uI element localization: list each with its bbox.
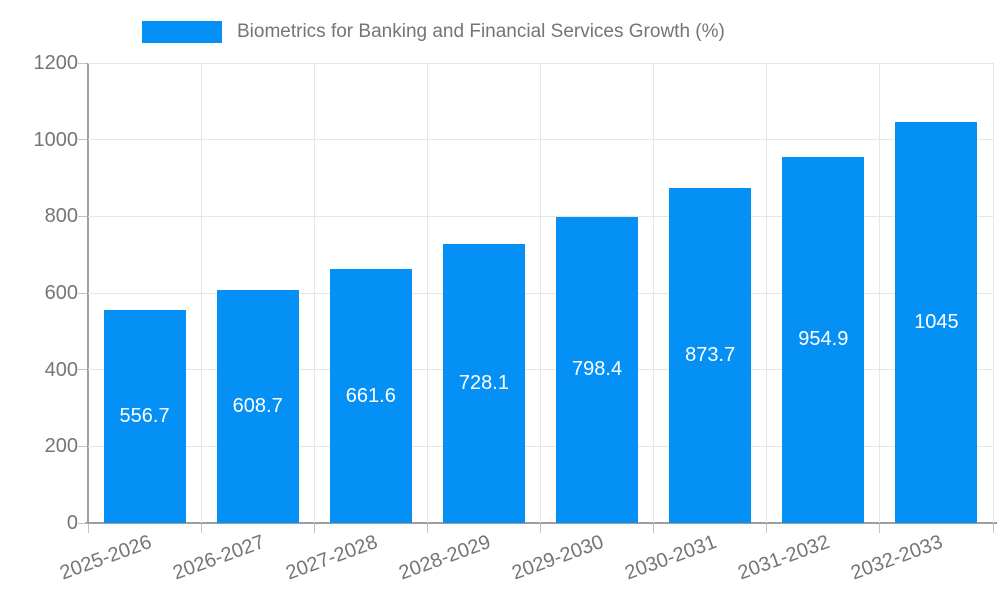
x-gridline [653, 63, 655, 523]
bar-2028-2029: 728.1 [442, 243, 525, 523]
x-tick-label: 2026-2027 [169, 531, 268, 585]
x-gridline [992, 63, 994, 523]
y-tick-mark [78, 369, 87, 371]
bar-2032-2033: 1045 [895, 122, 978, 523]
legend-label: Biometrics for Banking and Financial Ser… [237, 21, 725, 42]
x-tick-mark [426, 524, 428, 533]
bar-value-label: 556.7 [119, 404, 170, 427]
x-gridline [200, 63, 202, 523]
x-tick-label: 2027-2028 [282, 531, 381, 585]
y-tick-label: 1200 [33, 52, 79, 74]
y-tick-mark [78, 292, 87, 294]
x-gridline [879, 63, 881, 523]
bar-value-label: 954.9 [798, 328, 849, 351]
x-gridline [426, 63, 428, 523]
bar-2026-2027: 608.7 [216, 289, 299, 523]
x-tick-mark [87, 524, 89, 533]
y-tick-mark [78, 522, 87, 524]
x-tick-label: 2030-2031 [622, 531, 720, 585]
y-axis-line [87, 63, 89, 524]
bar-value-label: 608.7 [232, 394, 283, 417]
bar-2027-2028: 661.6 [329, 269, 412, 523]
y-tick-mark [78, 62, 87, 64]
bar-2025-2026: 556.7 [103, 309, 186, 523]
x-tick-mark [766, 524, 768, 533]
x-tick-mark [313, 524, 315, 533]
y-tick-label: 600 [44, 282, 78, 304]
y-tick-label: 0 [66, 512, 78, 534]
bar-value-label: 873.7 [685, 344, 736, 367]
x-gridline [766, 63, 768, 523]
y-tick-mark [78, 139, 87, 141]
x-axis-line [85, 522, 997, 524]
bar-value-label: 798.4 [572, 358, 623, 381]
y-tick-mark [78, 215, 87, 217]
y-tick-label: 200 [44, 435, 78, 458]
x-tick-mark [992, 524, 994, 533]
x-tick-label: 2028-2029 [396, 531, 494, 585]
x-tick-label: 2029-2030 [509, 531, 607, 585]
x-tick-mark [540, 524, 541, 533]
x-gridline [313, 63, 315, 523]
y-tick-label: 1000 [33, 128, 79, 151]
x-gridline [540, 63, 541, 523]
x-tick-mark [879, 524, 881, 533]
x-tick-label: 2032-2033 [848, 531, 946, 585]
bar-2030-2031: 873.7 [669, 188, 752, 523]
legend: Biometrics for Banking and Financial Ser… [142, 21, 725, 43]
bar-2029-2030: 798.4 [556, 216, 639, 523]
bar-2031-2032: 954.9 [782, 156, 865, 523]
x-tick-label: 2025-2026 [56, 531, 155, 585]
bar-value-label: 661.6 [345, 384, 396, 407]
y-tick-mark [78, 445, 87, 447]
y-tick-label: 400 [44, 358, 78, 381]
x-tick-label: 2031-2032 [735, 531, 833, 585]
bar-value-label: 728.1 [458, 371, 509, 394]
plot-area: 556.7 608.7 661.6 728.1 798.4 873.7 954.9 1045 … [34, 53, 997, 584]
x-tick-mark [200, 524, 202, 533]
y-tick-label: 800 [44, 205, 78, 228]
bar-value-label: 1045 [914, 311, 959, 334]
legend-swatch [142, 21, 222, 43]
x-tick-mark [653, 524, 655, 533]
